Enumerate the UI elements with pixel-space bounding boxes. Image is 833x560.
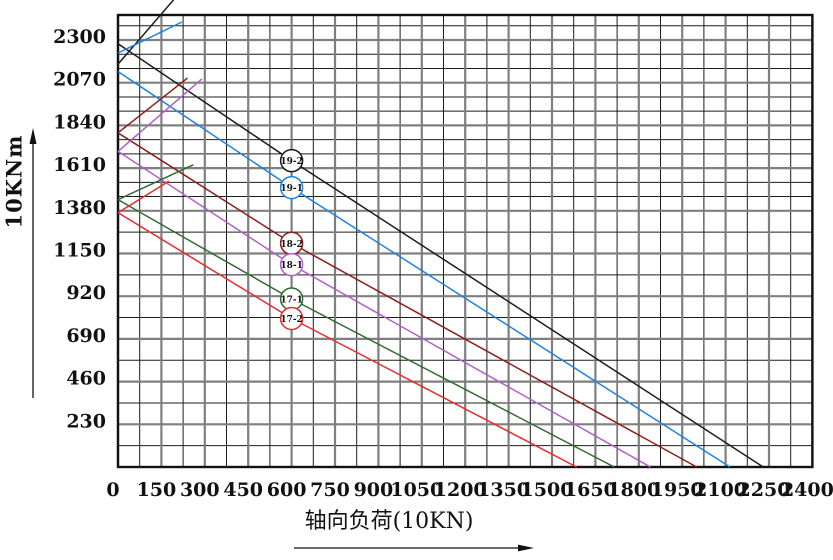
x-tick-label: 0 [106,479,119,501]
x-tick-label: 1350 [477,479,530,501]
y-tick-label: 690 [66,325,106,347]
marker-circle-17-2 [279,306,304,331]
series-19-2-tail [117,0,175,65]
series-17-2-tail [117,180,170,214]
marker-17-2: 17-2 [279,306,304,331]
plot-border [116,13,814,469]
marker-label-17-1: 17-1 [280,295,303,305]
x-tick-label: 450 [223,479,263,501]
x-tick-label: 150 [137,479,177,501]
y-tick-label: 230 [66,410,106,432]
y-tick-label: 1610 [53,154,106,176]
x-tick-label: 750 [310,479,350,501]
x-tick-labels: 0 150 300 450 600 750 900105012001350150016501… [106,479,833,501]
marker-label-18-1: 18-1 [280,261,303,271]
marker-label-19-2: 19-2 [280,157,303,167]
marker-17-1: 17-1 [279,287,304,311]
series-17-1-tail [117,164,194,201]
x-tick-label: 1200 [434,479,487,501]
marker-circle-18-1 [279,252,304,277]
x-axis-title: 轴向负荷(10KN) [304,509,474,534]
x-tick-label: 900 [354,479,394,501]
y-arrowhead-icon [29,128,37,144]
series-18-2-tail [117,77,188,134]
grid-major [116,15,814,467]
y-tick-label: 920 [66,282,106,304]
series-19-1-tail [117,21,183,54]
x-tick-label: 2250 [738,479,791,501]
marker-circle-19-1 [279,175,304,200]
marker-18-2: 18-2 [279,231,304,256]
marker-18-1: 18-1 [279,252,304,277]
y-axis-title: 10KNm [1,134,27,229]
marker-label-19-1: 19-1 [280,184,303,194]
y-tick-label: 2070 [53,69,106,91]
x-tick-label: 1500 [521,479,574,501]
y-tick-labels: 230 460 690 920 1150 1380 1610 1840 2070 2300 [53,26,106,432]
series-18-1-line [117,150,651,468]
y-axis-arrow [29,128,37,398]
marker-circle-19-2 [279,148,304,173]
x-tick-label: 1050 [390,479,443,501]
series-17-1-line [117,199,615,468]
x-arrowhead-icon [518,544,534,552]
y-tick-label: 460 [66,368,106,390]
y-tick-label: 2300 [53,26,106,48]
x-axis-arrow [294,544,534,552]
y-tick-label: 1380 [53,197,106,219]
series-18-1-tail [117,78,203,152]
y-tick-label: 1840 [53,111,106,133]
x-tick-label: 600 [267,479,307,501]
marker-19-1: 19-1 [279,175,304,200]
marker-label-17-2: 17-2 [280,315,303,325]
x-tick-label: 2100 [694,479,747,501]
marker-19-2: 19-2 [279,148,304,173]
x-tick-label: 1800 [607,479,660,501]
x-tick-label: 1650 [564,479,617,501]
y-tick-label: 1150 [53,240,106,262]
x-tick-label: 2400 [781,479,833,501]
x-tick-label: 300 [180,479,220,501]
series-18-1 [117,78,651,468]
marker-label-18-2: 18-2 [280,240,303,250]
x-tick-label: 1950 [651,479,704,501]
